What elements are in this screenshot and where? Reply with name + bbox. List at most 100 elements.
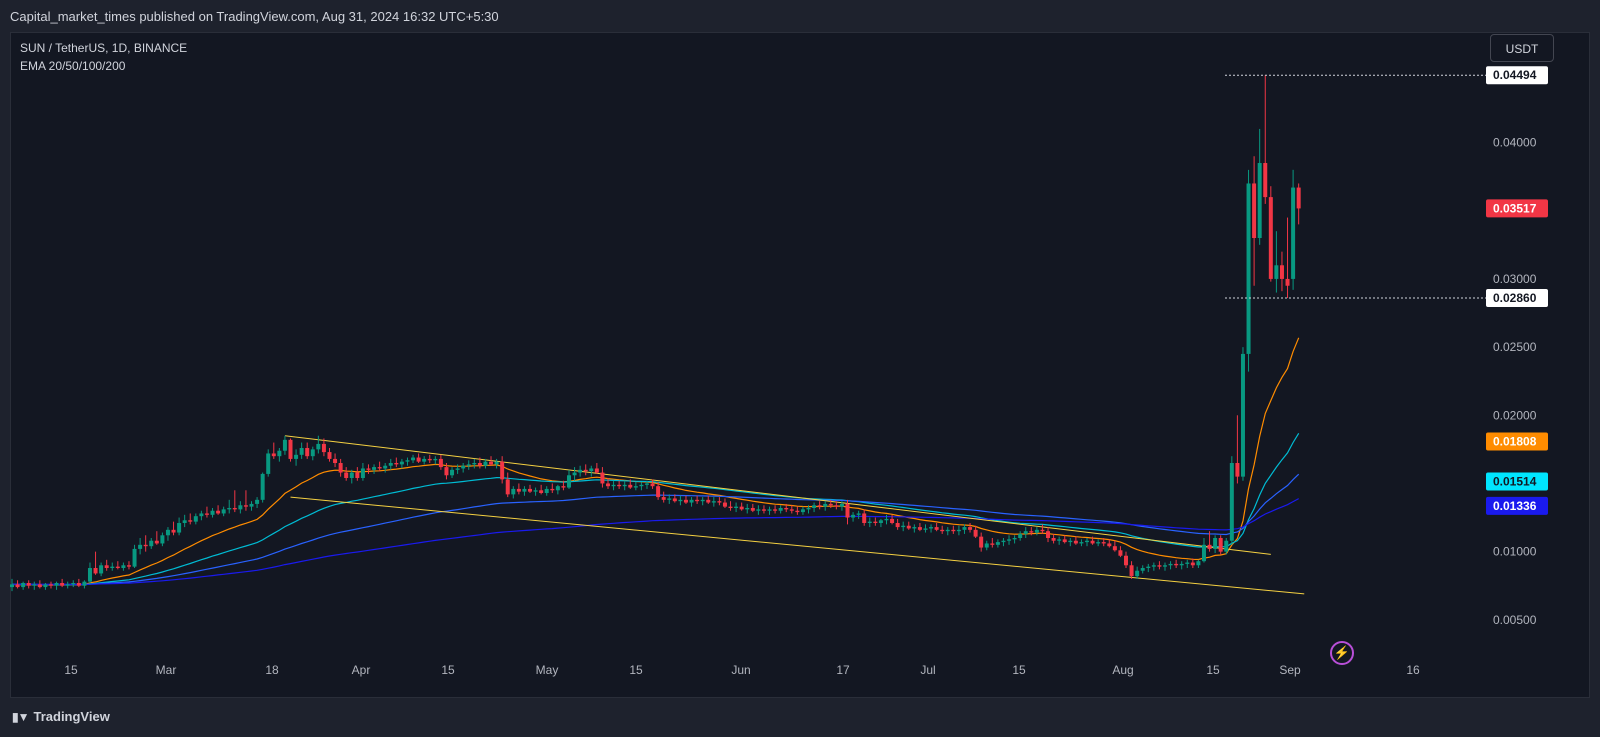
candle-body <box>455 468 460 470</box>
lightning-icon[interactable]: ⚡ <box>1330 641 1354 665</box>
candle-body <box>121 565 126 569</box>
candle-body <box>1224 540 1229 552</box>
candle-body <box>494 461 499 465</box>
candle-body <box>450 469 455 476</box>
candle-body <box>76 583 81 586</box>
candle-body <box>282 439 287 451</box>
y-tick-label: 0.02000 <box>1493 408 1537 422</box>
candle-body <box>216 510 221 514</box>
candle-body <box>1157 565 1162 567</box>
candle-body <box>65 584 70 586</box>
candle-body <box>633 486 638 488</box>
candle-body <box>1101 542 1106 544</box>
candle-body <box>1007 539 1012 541</box>
candle-body <box>171 529 176 533</box>
candle-body <box>644 483 649 485</box>
candle-body <box>149 540 154 547</box>
candle-body <box>132 548 137 567</box>
candle-body <box>1162 565 1167 567</box>
candle-body <box>1079 542 1084 544</box>
candle-body <box>461 465 466 469</box>
candle-body <box>756 509 761 511</box>
candle-body <box>628 484 633 488</box>
ema-100-line <box>12 473 1300 586</box>
y-tick-label: 0.02500 <box>1493 340 1537 354</box>
candle-body <box>951 529 956 532</box>
candle-body <box>884 518 889 521</box>
candle-body <box>912 527 917 529</box>
candle-body <box>1218 538 1223 552</box>
candle-body <box>1023 531 1028 534</box>
candle-body <box>973 529 978 537</box>
price-label-box <box>1486 66 1548 85</box>
candle-body <box>1146 566 1151 569</box>
candle-body <box>433 458 438 461</box>
candle-body <box>1140 568 1145 571</box>
candle-body <box>1252 183 1257 239</box>
candle-body <box>795 510 800 513</box>
candle-body <box>477 463 482 466</box>
candle-body <box>1207 544 1212 549</box>
candle-body <box>366 468 371 470</box>
chart-pane[interactable] <box>10 32 1590 698</box>
candle-body <box>411 457 416 461</box>
candle-body <box>745 508 750 510</box>
channel-trendline-2[interactable] <box>290 496 1305 595</box>
candle-body <box>299 448 304 455</box>
candle-body <box>511 488 516 495</box>
candle-body <box>305 448 310 457</box>
candle-body <box>288 439 293 459</box>
candle-body <box>1190 562 1195 566</box>
candle-body <box>15 584 20 588</box>
candle-body <box>115 566 120 569</box>
candle-body <box>1196 561 1201 566</box>
tradingview-logo[interactable]: ▮▼ TradingView <box>12 709 110 724</box>
candle-body <box>310 449 315 457</box>
candle-body <box>851 514 856 518</box>
candle-body <box>789 509 794 511</box>
candle-body <box>422 458 427 462</box>
channel-trendline-1[interactable] <box>284 435 1271 555</box>
candle-body <box>1296 187 1301 209</box>
candle-body <box>344 472 349 479</box>
indicator-legend[interactable]: EMA 20/50/100/200 <box>20 59 126 73</box>
candle-body <box>1124 555 1128 566</box>
candle-body <box>249 503 254 507</box>
candle-body <box>544 488 549 494</box>
candle-body <box>327 452 332 459</box>
candle-body <box>929 527 934 529</box>
candle-body <box>138 544 143 549</box>
candle-body <box>700 499 705 502</box>
candle-body <box>1291 187 1296 279</box>
candle-body <box>377 467 382 469</box>
candle-body <box>60 583 65 586</box>
y-tick-label: 0.01000 <box>1493 545 1537 559</box>
candle-body <box>1040 529 1045 532</box>
candle-body <box>873 521 878 524</box>
candle-body <box>639 484 644 487</box>
x-tick-label: 15 <box>1206 663 1220 677</box>
symbol-legend[interactable]: SUN / TetherUS, 1D, BINANCE <box>20 41 188 55</box>
candle-body <box>567 475 571 488</box>
candle-body <box>1257 163 1262 239</box>
price-label-text: 0.01808 <box>1493 434 1537 448</box>
candle-body <box>1151 565 1156 567</box>
tradingview-logo-icon: ▮▼ <box>12 709 30 724</box>
candle-body <box>778 508 783 511</box>
x-tick-label: Sep <box>1279 663 1301 677</box>
candle-body <box>728 506 733 509</box>
candle-body <box>416 457 421 462</box>
candle-body <box>856 513 861 515</box>
candle-body <box>650 483 655 487</box>
candle-body <box>500 461 505 480</box>
price-label-box <box>1486 199 1548 218</box>
candle-body <box>767 509 772 511</box>
candle-body <box>845 503 850 518</box>
candle-body <box>1001 540 1006 543</box>
x-tick-label: 15 <box>441 663 455 677</box>
candle-body <box>867 521 872 524</box>
candle-body <box>923 528 928 530</box>
candle-body <box>516 488 521 492</box>
currency-button[interactable]: USDT <box>1490 34 1554 62</box>
